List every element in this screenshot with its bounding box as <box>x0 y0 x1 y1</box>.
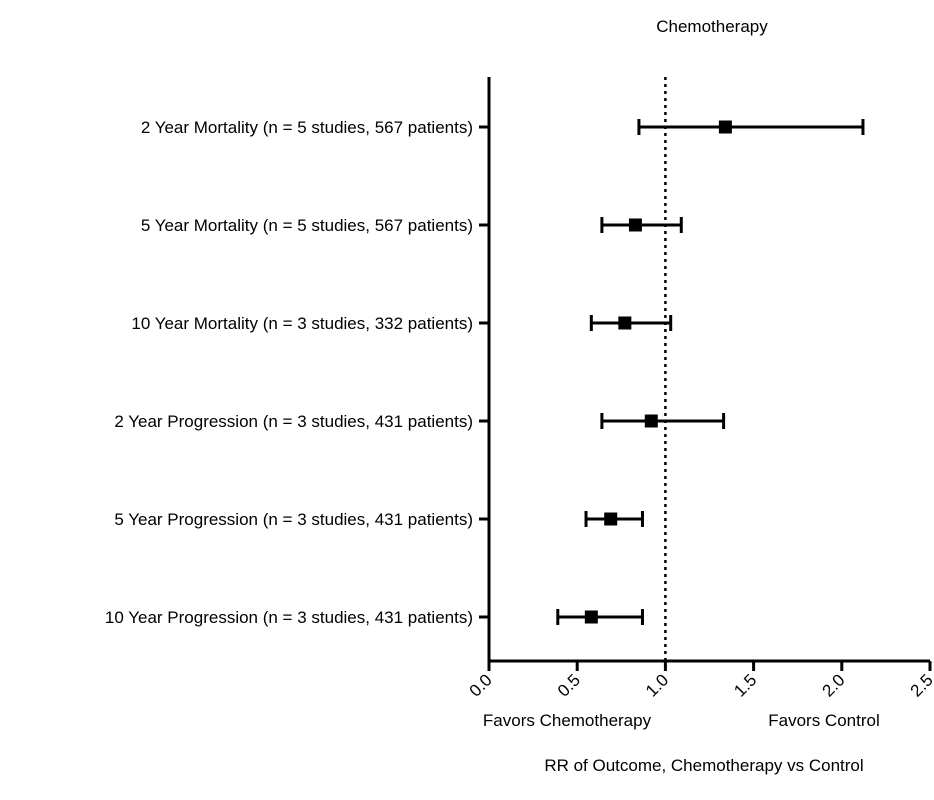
forest-row: 2 Year Mortality (n = 5 studies, 567 pat… <box>141 118 865 137</box>
row-label: 10 Year Progression (n = 3 studies, 431 … <box>105 608 473 627</box>
forest-row: 10 Year Mortality (n = 3 studies, 332 pa… <box>131 314 673 333</box>
point-estimate-marker <box>628 218 642 232</box>
row-label: 2 Year Progression (n = 3 studies, 431 p… <box>114 412 473 431</box>
row-label: 2 Year Mortality (n = 5 studies, 567 pat… <box>141 118 473 137</box>
point-estimate-marker <box>618 316 632 330</box>
row-label: 5 Year Mortality (n = 5 studies, 567 pat… <box>141 216 473 235</box>
x-ticks-group: 0.0 0.5 1.0 1.5 2.0 2.5 <box>466 661 934 701</box>
forest-row: 5 Year Progression (n = 3 studies, 431 p… <box>114 510 644 529</box>
x-tick-label: 2.5 <box>907 670 934 700</box>
point-estimate-marker <box>718 120 732 134</box>
x-tick-label: 2.0 <box>818 670 848 700</box>
x-tick-label: 0.5 <box>554 670 584 700</box>
forest-row: 5 Year Mortality (n = 5 studies, 567 pat… <box>141 216 683 235</box>
point-estimate-marker <box>584 610 598 624</box>
point-estimate-marker <box>644 414 658 428</box>
point-estimate-marker <box>604 512 618 526</box>
favors-control-label: Favors Control <box>768 711 879 730</box>
row-label: 10 Year Mortality (n = 3 studies, 332 pa… <box>131 314 473 333</box>
chart-title: Chemotherapy <box>656 17 768 36</box>
x-tick-label: 0.0 <box>466 670 496 700</box>
x-tick-label: 1.5 <box>730 670 760 700</box>
favors-chemotherapy-label: Favors Chemotherapy <box>483 711 652 730</box>
x-axis-label: RR of Outcome, Chemotherapy vs Control <box>544 756 863 775</box>
forest-row: 10 Year Progression (n = 3 studies, 431 … <box>105 608 644 627</box>
row-label: 5 Year Progression (n = 3 studies, 431 p… <box>114 510 473 529</box>
rows-group: 2 Year Mortality (n = 5 studies, 567 pat… <box>105 118 865 627</box>
x-tick-label: 1.0 <box>642 670 672 700</box>
forest-row: 2 Year Progression (n = 3 studies, 431 p… <box>114 412 726 431</box>
